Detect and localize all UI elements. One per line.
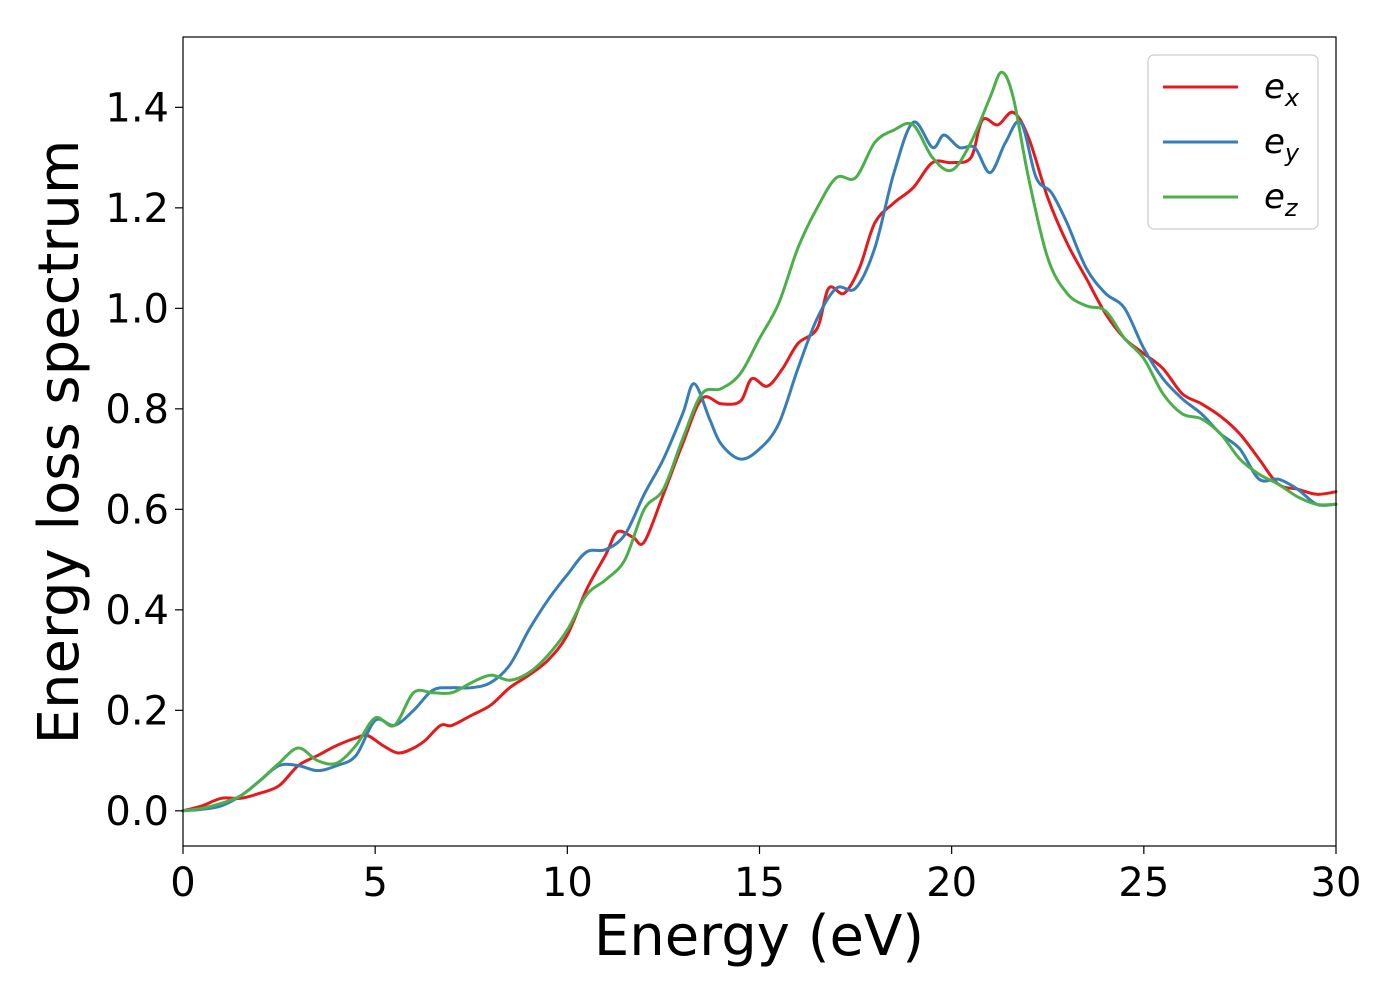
y-tick-label: 0.8 — [105, 387, 169, 433]
y-tick-label: 1.4 — [105, 85, 169, 131]
x-tick-label: 20 — [926, 860, 977, 906]
x-tick-label: 30 — [1311, 860, 1362, 906]
x-tick-label: 10 — [542, 860, 593, 906]
x-axis: 0 5 10 15 20 25 30 — [170, 846, 1361, 906]
x-tick-label: 25 — [1118, 860, 1169, 906]
legend-subscript: y — [1284, 139, 1300, 167]
legend-subscript: x — [1284, 84, 1300, 112]
x-axis-label: Energy (eV) — [594, 904, 924, 969]
y-tick-label: 0.6 — [105, 487, 169, 533]
y-tick-label: 0.0 — [105, 789, 169, 835]
y-tick-label: 0.2 — [105, 688, 169, 734]
series-line-ez — [181, 70, 1338, 813]
y-tick-label: 1.0 — [105, 286, 169, 332]
x-tick-label: 15 — [734, 860, 785, 906]
y-tick-label: 0.4 — [105, 588, 169, 634]
x-tick-label: 5 — [362, 860, 387, 906]
y-axis: 0.0 0.2 0.4 0.6 0.8 1.0 1.2 1.4 — [105, 85, 183, 835]
y-axis-label: Energy loss spectrum — [27, 140, 92, 745]
x-tick-label: 0 — [170, 860, 195, 906]
y-tick-label: 1.2 — [105, 186, 169, 232]
plot-background — [183, 37, 1336, 846]
legend-subscript: z — [1284, 194, 1299, 222]
legend-label-ey: ey — [1264, 122, 1300, 167]
series-layer — [181, 70, 1338, 813]
